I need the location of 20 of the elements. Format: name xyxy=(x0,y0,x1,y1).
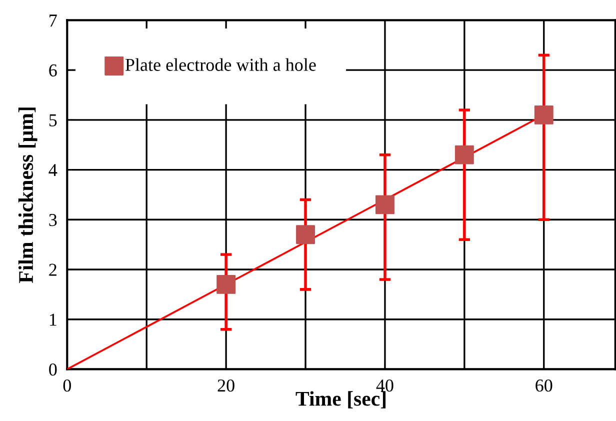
x-tick-label: 40 xyxy=(376,379,394,392)
point xyxy=(296,225,315,244)
y-tick-label: 4 xyxy=(48,164,58,176)
legend-label: Plate electrode with a hole xyxy=(125,58,316,71)
y-tick-label: 3 xyxy=(49,214,57,226)
x-tick-label: 0 xyxy=(63,379,71,392)
y-tick-label: 1 xyxy=(50,314,56,326)
x-axis-title: Time [sec] xyxy=(296,391,386,408)
point xyxy=(534,105,554,124)
y-tick-label: 2 xyxy=(49,264,56,276)
y-tick-label: 0 xyxy=(49,363,57,376)
point xyxy=(375,195,394,214)
point xyxy=(454,145,474,164)
y-axis-title: Film thickness [μm] xyxy=(18,108,38,284)
y-tick-label: 5 xyxy=(49,114,57,126)
point xyxy=(216,274,236,294)
x-tick-label: 20 xyxy=(218,379,234,392)
x-tick-label: 60 xyxy=(536,379,552,392)
y-tick-label: 7 xyxy=(50,14,57,26)
y-tick-label: 6 xyxy=(49,64,57,77)
